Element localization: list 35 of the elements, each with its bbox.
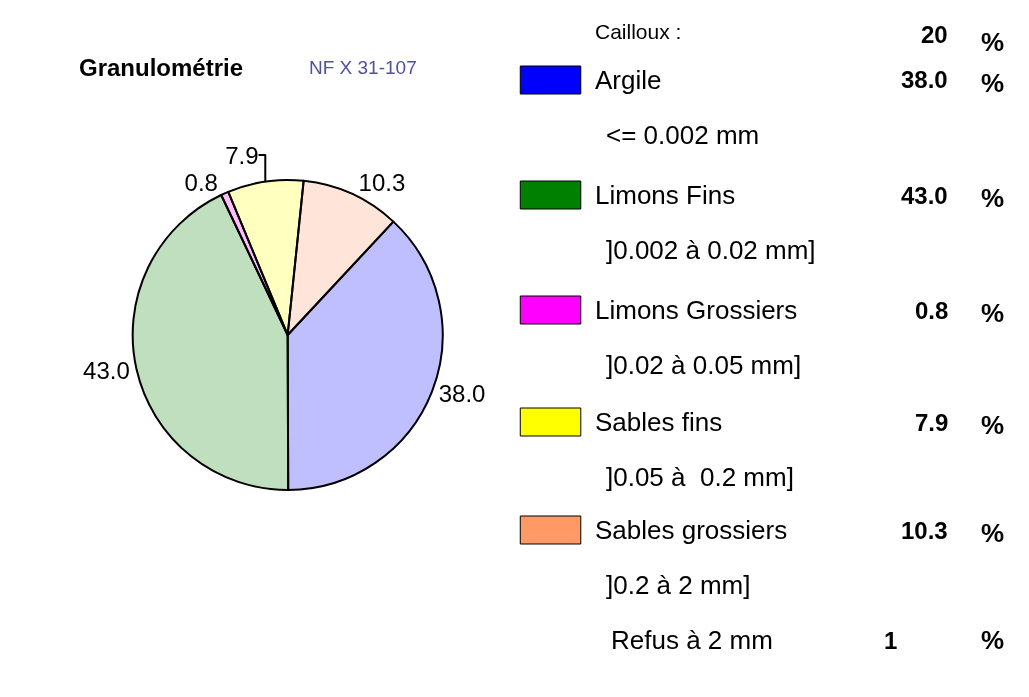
- text: %: [981, 410, 1005, 440]
- legend-label: Limons Grossiers: [595, 295, 798, 325]
- text: 20: [921, 21, 948, 48]
- pie-slice: [131, 193, 290, 491]
- text: ]0.002 à 0.02 mm]: [606, 235, 816, 265]
- text: 7.9: [915, 409, 949, 436]
- text: %: [981, 518, 1005, 548]
- text: %: [981, 625, 1005, 655]
- chart-subtitle: NF X 31-107: [309, 57, 417, 78]
- text: 1: [884, 627, 898, 654]
- text: 10.3: [901, 517, 948, 544]
- text: 0.8: [915, 297, 949, 324]
- text: <= 0.002 mm: [606, 120, 760, 150]
- text: Refus à 2 mm: [611, 625, 773, 655]
- text: ]0.05 à 0.2 mm]: [606, 462, 794, 492]
- legend-label: Sables fins: [595, 407, 723, 437]
- data-label: 0.8: [184, 168, 218, 196]
- text: ]0.2 à 2 mm]: [606, 570, 751, 600]
- legend-label: Sables grossiers: [595, 515, 788, 545]
- text: %: [981, 183, 1005, 213]
- data-label: 10.3: [358, 169, 406, 197]
- pie-slice: [227, 179, 305, 336]
- text: ]0.02 à 0.05 mm]: [606, 350, 802, 380]
- text: %: [981, 68, 1005, 98]
- legend-label: Limons Fins: [595, 180, 736, 210]
- text: %: [981, 298, 1005, 328]
- text: 38.0: [901, 66, 948, 93]
- text: 43.0: [901, 182, 948, 209]
- data-label: 7.9: [225, 141, 259, 169]
- text: %: [981, 27, 1005, 57]
- text: Cailloux :: [595, 20, 682, 43]
- legend-label: Argile: [595, 65, 662, 95]
- chart-title: Granulométrie: [79, 54, 244, 81]
- data-label: 43.0: [83, 356, 130, 384]
- data-label: 38.0: [438, 379, 486, 407]
